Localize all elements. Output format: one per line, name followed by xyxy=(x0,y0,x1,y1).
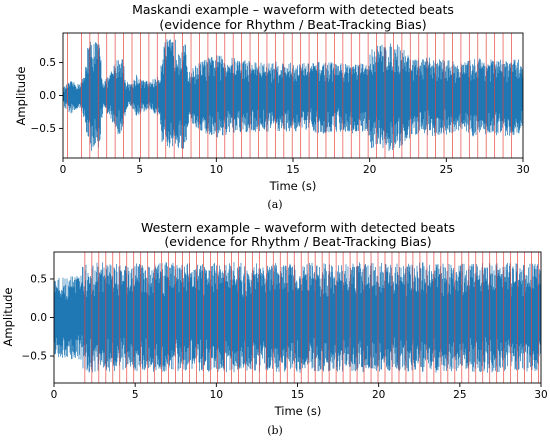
x-tick-label: 0 xyxy=(60,164,67,176)
panel-b: Western example – waveform with detected… xyxy=(1,220,548,437)
panel-b-caption: (b) xyxy=(267,424,283,437)
y-tick-label: 0.5 xyxy=(30,273,47,285)
x-tick-label: 10 xyxy=(210,164,223,176)
y-tick-label: 0.5 xyxy=(39,57,56,69)
panel-a-caption: (a) xyxy=(267,198,282,211)
x-tick-label: 30 xyxy=(534,389,547,401)
panel-a-xlabel: Time (s) xyxy=(269,179,317,193)
panel-b-subtitle: (evidence for Rhythm / Beat-Tracking Bia… xyxy=(164,234,431,249)
x-tick-label: 30 xyxy=(516,164,529,176)
x-tick-label: 20 xyxy=(372,389,385,401)
x-tick-label: 20 xyxy=(363,164,376,176)
x-tick-label: 15 xyxy=(291,389,304,401)
panel-b-plot-area: 0 5 10 15 20 25 30 0.5 0.0 −0.5 xyxy=(22,251,548,401)
panel-b-ylabel: Amplitude xyxy=(1,288,15,347)
panel-a-plot-area: 0 5 10 15 20 25 30 0.5 0.0 −0.5 xyxy=(31,32,530,176)
panel-a: Maskandi example – waveform with detecte… xyxy=(14,2,530,211)
panel-b-xlabel: Time (s) xyxy=(274,404,322,418)
panel-b-title: Western example – waveform with detected… xyxy=(141,220,455,235)
y-tick-label: 0.0 xyxy=(39,90,56,102)
x-tick-label: 5 xyxy=(132,389,139,401)
x-tick-label: 0 xyxy=(51,389,58,401)
panel-a-subtitle: (evidence for Rhythm / Beat-Tracking Bia… xyxy=(159,17,426,32)
panel-a-ylabel: Amplitude xyxy=(14,67,28,126)
x-tick-label: 5 xyxy=(136,164,143,176)
y-tick-label: −0.5 xyxy=(31,123,57,135)
x-tick-label: 15 xyxy=(286,164,299,176)
y-tick-label: 0.0 xyxy=(30,312,47,324)
x-tick-label: 25 xyxy=(453,389,466,401)
x-tick-label: 25 xyxy=(440,164,453,176)
panel-a-title: Maskandi example – waveform with detecte… xyxy=(132,2,454,17)
y-tick-label: −0.5 xyxy=(22,351,48,363)
x-tick-label: 10 xyxy=(210,389,223,401)
